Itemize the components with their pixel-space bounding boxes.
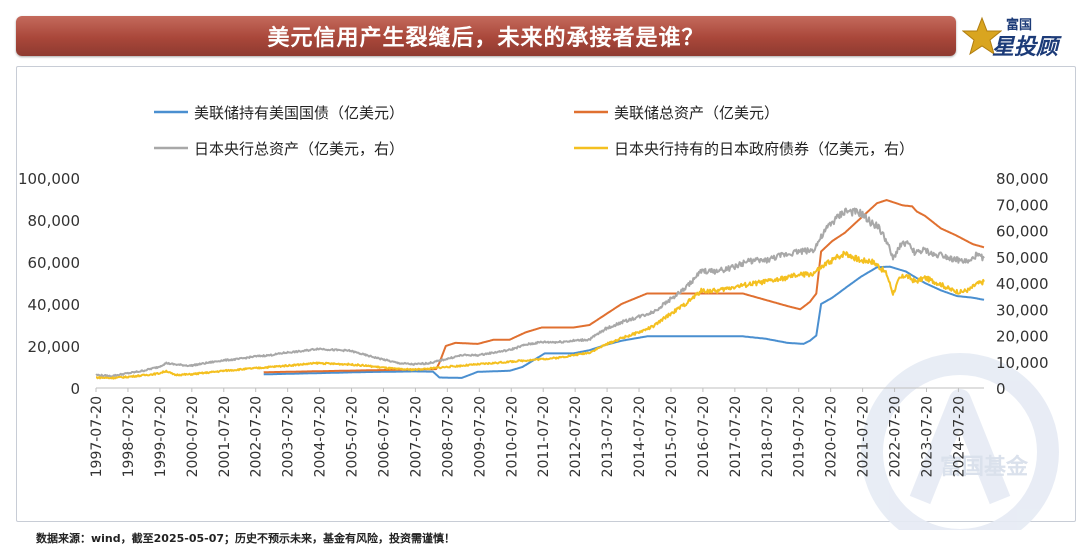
y-left-tick-label: 40,000: [28, 296, 81, 314]
x-tick-label: 2000-07-20: [185, 396, 201, 477]
watermark-text: 富国基金: [940, 454, 1029, 480]
x-tick-label: 2015-07-20: [664, 396, 680, 477]
watermark-emblem-mark: [909, 389, 1011, 505]
series-line-1: [263, 265, 985, 379]
y-right-tick-label: 70,000: [996, 196, 1049, 214]
x-tick-label: 2013-07-20: [600, 396, 616, 477]
chart-axes: 0 20,000 40,000 60,000 80,000 100,000 0 10,000 2…: [18, 170, 1049, 477]
logo-text-top: 富国: [1006, 18, 1033, 33]
x-tick-label: 1999-07-20: [153, 396, 169, 477]
page-title: 美元信用产生裂缝后，未来的承接者是谁？: [267, 26, 705, 51]
x-tick-label: 1997-07-20: [89, 396, 105, 477]
y-right-tick-label: 20,000: [996, 328, 1049, 346]
x-tick-label: 2003-07-20: [281, 396, 297, 477]
x-tick-label: 2021-07-20: [856, 396, 872, 477]
y-left-tick-label: 100,000: [18, 170, 80, 188]
y-right-tick-label: 60,000: [996, 223, 1049, 241]
x-tick-label: 1998-07-20: [121, 396, 137, 477]
logo-text-bottom: 星投顾: [992, 35, 1059, 60]
y-right-tick-label: 40,000: [996, 275, 1049, 293]
watermark-emblem: [861, 353, 1059, 530]
y-left-tick-label: 20,000: [28, 338, 81, 356]
y-right-tick-label: 50,000: [996, 249, 1049, 267]
y-right-tick-label: 30,000: [996, 301, 1049, 319]
x-tick-label: 2012-07-20: [568, 396, 584, 477]
y-left-tick-label: 0: [70, 380, 80, 398]
star-icon: [962, 16, 1002, 56]
y-left-tick-label: 80,000: [28, 212, 81, 230]
x-tick-label: 2023-07-20: [920, 396, 936, 477]
title-banner: 美元信用产生裂缝后，未来的承接者是谁？: [16, 16, 956, 56]
watermark: 富国基金: [861, 353, 1059, 530]
x-tick-label: 2008-07-20: [440, 396, 456, 477]
x-tick-label: 2005-07-20: [345, 396, 361, 477]
x-tick-label: 2006-07-20: [376, 396, 392, 477]
x-tick-label: 2007-07-20: [408, 396, 424, 477]
x-tick-label: 2022-07-20: [888, 396, 904, 477]
brand-logo: 富国 星投顾: [962, 12, 1072, 60]
y-left-tick-label: 60,000: [28, 254, 81, 272]
x-tick-label: 2020-07-20: [824, 396, 840, 477]
y-right-tick-label: 0: [996, 380, 1006, 398]
x-tick-label: 2014-07-20: [632, 396, 648, 477]
x-tick-label: 2002-07-20: [249, 396, 265, 477]
x-tick-label: 2019-07-20: [792, 396, 808, 477]
series-line-3: [95, 207, 985, 378]
chart-frame: [16, 66, 1076, 522]
data-source-note: 数据来源：wind，截至2025-05-07；历史不预示未来，基金有风险，投资需…: [36, 532, 455, 545]
series-line-4: [95, 250, 985, 380]
x-tick-label: 2010-07-20: [504, 396, 520, 477]
y-right-tick-label: 80,000: [996, 170, 1049, 188]
legend-label: 日本央行持有的日本政府债券（亿美元，右）: [614, 140, 914, 158]
x-tick-label: 2004-07-20: [313, 396, 329, 477]
x-tick-label: 2011-07-20: [536, 396, 552, 477]
x-tick-label: 2024-07-20: [951, 396, 967, 477]
chart-lines: [95, 199, 985, 380]
chart-legend: 美联储持有美国国债（亿美元） 美联储总资产（亿美元） 日本央行总资产（亿美元，右） 日…: [154, 104, 914, 158]
legend-label: 美联储持有美国国债（亿美元）: [194, 104, 404, 122]
y-right-tick-label: 10,000: [996, 354, 1049, 372]
x-tick-label: 2001-07-20: [217, 396, 233, 477]
x-tick-label: 2018-07-20: [760, 396, 776, 477]
x-tick-label: 2017-07-20: [728, 396, 744, 477]
x-tick-label: 2016-07-20: [696, 396, 712, 477]
chart: 富国基金 美联储持有美国国债（亿美元） 美联储总资产（亿美元） 日本央行总资产（亿美…: [18, 104, 1059, 530]
legend-label: 美联储总资产（亿美元）: [614, 104, 779, 122]
x-tick-label: 2009-07-20: [472, 396, 488, 477]
legend-label: 日本央行总资产（亿美元，右）: [194, 140, 404, 158]
